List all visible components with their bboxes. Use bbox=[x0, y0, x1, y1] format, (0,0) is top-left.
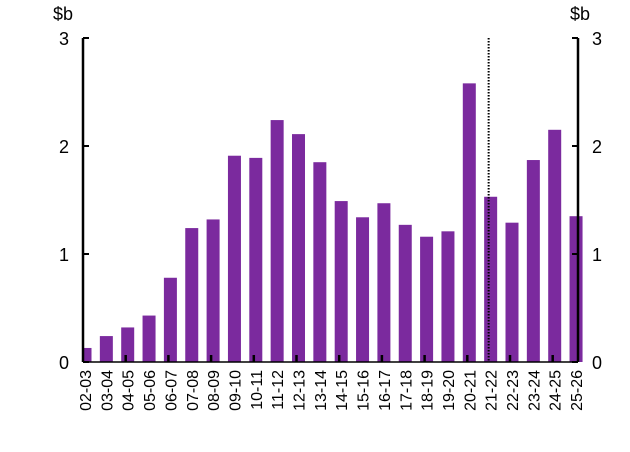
y-tick-label-right: 3 bbox=[592, 29, 602, 49]
bar-25-26 bbox=[569, 216, 583, 362]
bar-16-17 bbox=[377, 203, 391, 362]
x-tick-label: 24-25 bbox=[548, 370, 565, 411]
x-tick-label: 07-08 bbox=[185, 370, 202, 411]
y-tick-label-right: 0 bbox=[592, 353, 602, 373]
bar-09-10 bbox=[227, 155, 241, 362]
bar-24-25 bbox=[548, 129, 562, 362]
y-tick-label-left: 0 bbox=[59, 353, 69, 373]
bar-22-23 bbox=[505, 222, 519, 362]
bar-12-13 bbox=[292, 134, 305, 362]
x-tick-label: 05-06 bbox=[142, 370, 159, 411]
bar-17-18 bbox=[398, 224, 412, 362]
x-tick-label: 12-13 bbox=[292, 370, 309, 411]
x-tick-label: 08-09 bbox=[206, 370, 223, 411]
x-tick-label: 17-18 bbox=[398, 370, 415, 411]
x-tick-label: 25-26 bbox=[569, 370, 586, 411]
bar-18-19 bbox=[420, 236, 434, 362]
y-axis-label-left: $b bbox=[53, 4, 73, 24]
bar-13-14 bbox=[313, 162, 327, 362]
y-tick-label-right: 2 bbox=[592, 137, 602, 157]
x-tick-label: 11-12 bbox=[270, 370, 287, 410]
x-tick-label: 03-04 bbox=[99, 370, 116, 411]
x-tick-label: 02-03 bbox=[78, 370, 95, 411]
bar-15-16 bbox=[356, 217, 370, 362]
x-tick-label: 14-15 bbox=[334, 370, 351, 411]
y-tick-label-left: 2 bbox=[59, 137, 69, 157]
x-tick-label: 06-07 bbox=[163, 370, 180, 411]
y-axis-label-right: $b bbox=[570, 4, 590, 24]
bar-19-20 bbox=[441, 231, 455, 362]
x-tick-label: 04-05 bbox=[121, 370, 138, 411]
x-tick-label: 22-23 bbox=[505, 370, 522, 411]
x-tick-label: 21-22 bbox=[484, 370, 501, 411]
x-tick-label: 10-11 bbox=[249, 370, 266, 410]
bar-06-07 bbox=[163, 277, 177, 362]
bar-03-04 bbox=[99, 336, 113, 362]
bar-23-24 bbox=[526, 160, 540, 362]
bar-02-03 bbox=[84, 347, 92, 362]
bar-05-06 bbox=[142, 315, 156, 362]
x-tick-label: 19-20 bbox=[441, 370, 458, 411]
bar-11-12 bbox=[270, 120, 284, 362]
x-tick-label: 09-10 bbox=[227, 370, 244, 411]
y-tick-label-left: 1 bbox=[59, 245, 69, 265]
y-tick-label-right: 1 bbox=[592, 245, 602, 265]
x-tick-label: 16-17 bbox=[377, 370, 394, 411]
bar-20-21 bbox=[462, 83, 476, 363]
x-tick-label: 23-24 bbox=[526, 370, 543, 411]
bar-10-11 bbox=[249, 157, 263, 362]
bar-07-08 bbox=[185, 228, 199, 362]
x-tick-label: 15-16 bbox=[356, 370, 373, 411]
x-tick-label: 13-14 bbox=[313, 370, 330, 411]
y-tick-label-left: 3 bbox=[59, 29, 69, 49]
bar-04-05 bbox=[121, 327, 135, 362]
x-tick-label: 18-19 bbox=[420, 370, 437, 411]
bar-14-15 bbox=[334, 201, 348, 362]
bar-08-09 bbox=[206, 219, 220, 362]
x-tick-label: 20-21 bbox=[462, 370, 479, 411]
bar-21-22 bbox=[484, 196, 498, 362]
